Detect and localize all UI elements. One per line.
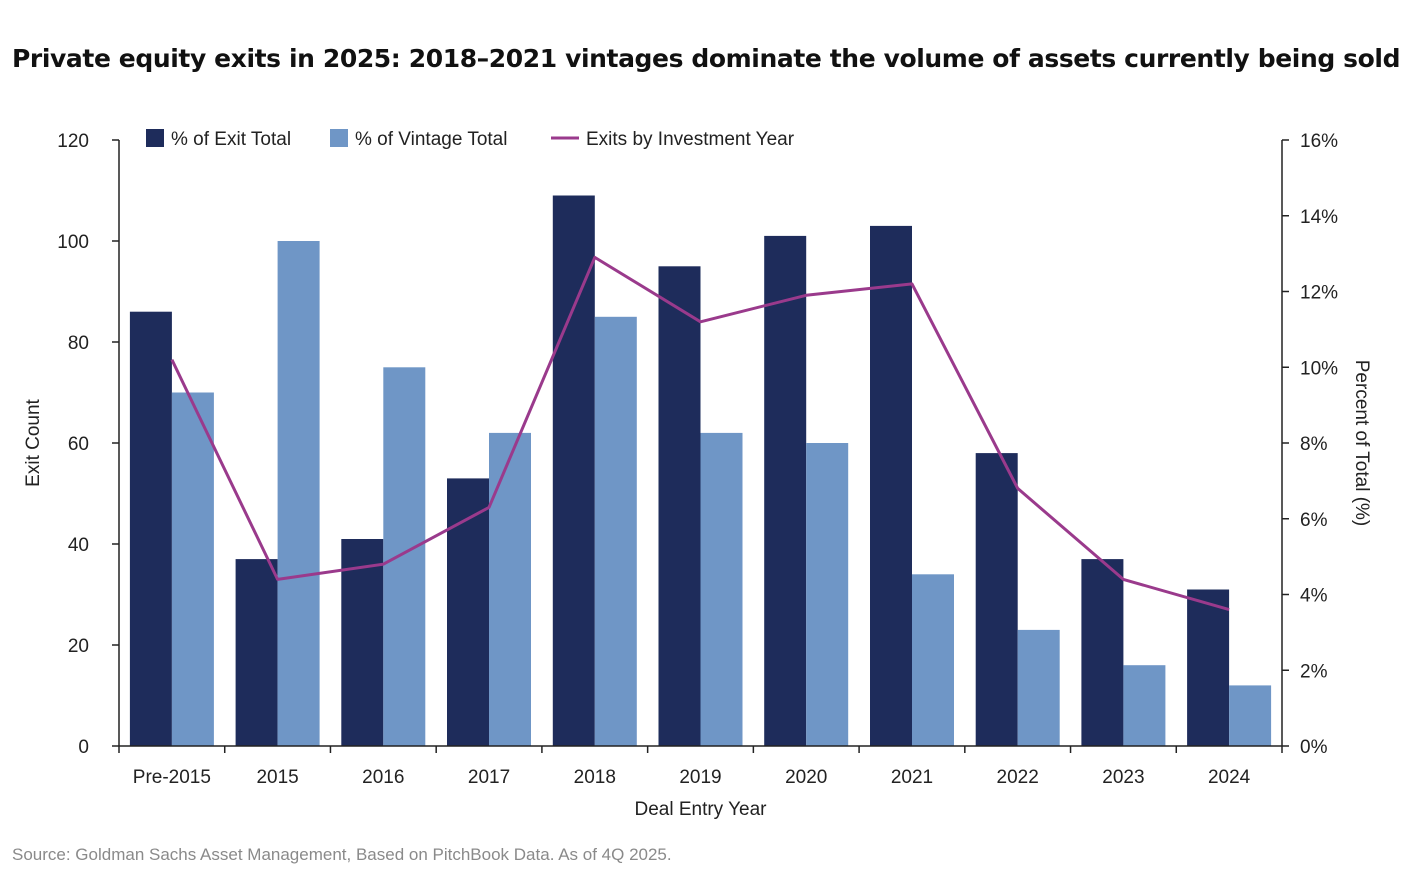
right-tick-label: 16% [1300,131,1338,152]
left-tick-label: 60 [68,434,89,455]
left-axis-title: Exit Count [23,398,44,486]
left-tick-label: 80 [68,333,89,354]
left-tick-label: 120 [57,131,89,152]
legend-swatch [330,129,348,147]
chart-title: Private equity exits in 2025: 2018–2021 … [12,44,1401,73]
vintage-total-bar-2019 [700,432,743,746]
legend-label: Exits by Investment Year [586,129,795,150]
right-tick-label: 2% [1300,661,1328,682]
vintage-total-bar-2017 [489,432,531,746]
vintage-total-bar-2020 [806,443,849,746]
vintage-total-bar-2022 [1017,629,1060,746]
right-tick-label: 10% [1300,358,1338,379]
right-tick-label: 0% [1300,737,1328,758]
axes-layer: 0 20 40 60 80 100 120 0% 2% 4% 6% 8% 10% 12% 14% 16% Pre… [23,131,1372,820]
left-tick-label: 40 [68,535,89,556]
x-tick-label: 2020 [785,767,827,788]
right-axis-title: Percent of Total (%) [1351,360,1372,527]
x-tick-label: 2019 [679,767,721,788]
x-tick-label: 2016 [362,767,404,788]
exit-total-bar-2016 [341,539,384,746]
left-tick-label: 20 [68,636,89,657]
right-tick-label: 14% [1300,207,1338,228]
exit-total-bar-2017 [447,478,489,746]
vintage-total-bar-2015 [277,241,320,746]
x-tick-label: 2017 [468,767,510,788]
x-tick-label: 2024 [1208,767,1251,788]
legend-swatch [146,129,164,147]
exit-total-bar-pre-2015 [129,311,172,746]
x-tick-label: 2023 [1102,767,1144,788]
exit-total-bar-2015 [235,559,278,746]
legend-label: % of Exit Total [171,129,291,150]
exit-total-bar-2022 [975,453,1018,746]
x-tick-label: 2022 [997,767,1039,788]
x-tick-label: 2021 [891,767,933,788]
exit-total-bar-2020 [764,235,807,746]
exit-total-bar-2023 [1081,559,1124,746]
x-tick-label: Pre-2015 [133,767,211,788]
exit-total-bar-2024 [1187,589,1230,746]
right-tick-label: 12% [1300,283,1338,304]
exit-total-bar-2018 [552,195,595,746]
exits-by-investment-year-line [170,255,1230,612]
vintage-total-bar-2016 [383,367,426,747]
x-tick-label: 2015 [256,767,298,788]
vintage-total-bar-2021 [912,574,954,746]
left-tick-label: 0 [78,737,89,758]
line-layer [170,255,1230,612]
vintage-total-bar-2018 [594,316,637,747]
x-axis-title: Deal Entry Year [634,799,767,820]
exit-total-bar-2021 [870,225,912,746]
legend: % of Exit Total % of Vintage Total Exits b… [146,129,795,150]
right-tick-label: 4% [1300,586,1328,607]
left-tick-label: 100 [57,232,89,253]
vintage-total-bar-pre-2015 [171,392,214,746]
legend-label: % of Vintage Total [355,129,507,150]
x-tick-label: 2018 [574,767,616,788]
exit-total-bar-2019 [658,266,701,747]
right-tick-label: 6% [1300,510,1328,531]
source-note: Source: Goldman Sachs Asset Management, … [12,845,672,864]
vintage-total-bar-2023 [1123,665,1166,746]
bars-layer [129,195,1272,747]
right-tick-label: 8% [1300,434,1328,455]
vintage-total-bar-2024 [1229,685,1272,746]
